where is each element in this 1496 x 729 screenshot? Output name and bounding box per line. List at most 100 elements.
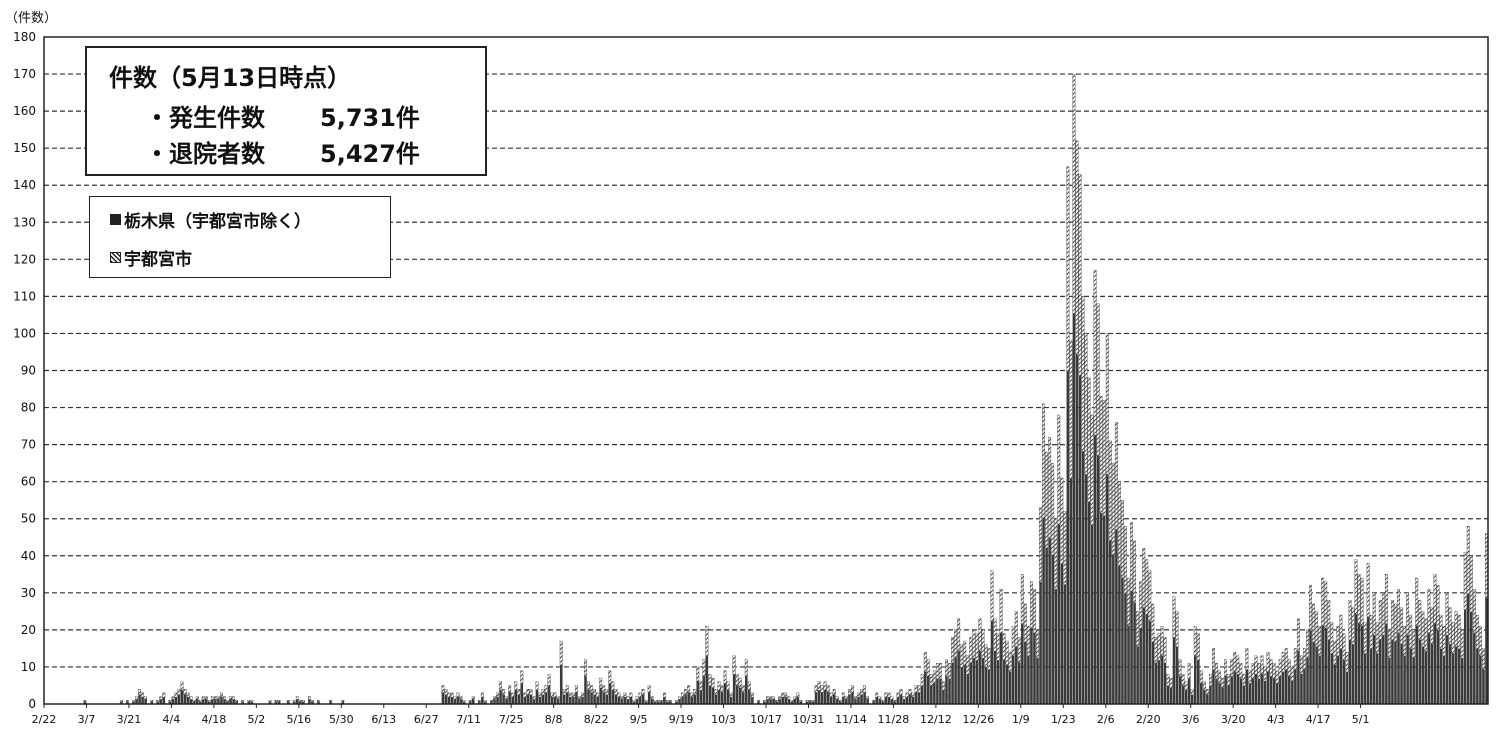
bar	[1254, 655, 1258, 704]
bar	[517, 689, 521, 704]
bar-segment-tochigi	[923, 671, 927, 704]
bar-segment-tochigi	[1260, 674, 1264, 704]
bar-segment-utsunomiya	[844, 696, 848, 700]
bar	[141, 692, 145, 704]
bar	[638, 692, 642, 704]
bar-segment-tochigi	[1263, 681, 1267, 704]
bar	[805, 700, 809, 704]
bar	[1384, 574, 1388, 704]
bar-segment-utsunomiya	[902, 696, 906, 700]
bar	[1057, 414, 1061, 704]
bar-segment-tochigi	[1212, 669, 1215, 704]
bar	[917, 685, 921, 704]
bar-segment-tochigi	[1309, 630, 1312, 704]
bar	[841, 692, 845, 704]
bar-segment-tochigi	[966, 674, 970, 704]
bar-segment-utsunomiya	[1127, 577, 1130, 627]
bar	[829, 692, 833, 704]
bar-segment-tochigi	[790, 701, 794, 704]
bar	[553, 692, 557, 704]
bar-segment-utsunomiya	[1339, 614, 1343, 650]
bar-segment-utsunomiya	[1212, 648, 1215, 670]
bar-segment-utsunomiya	[1439, 614, 1443, 650]
bar-segment-tochigi	[441, 692, 445, 704]
bar	[702, 659, 706, 704]
bar-segment-tochigi	[693, 694, 696, 704]
bar-segment-tochigi	[1178, 676, 1182, 704]
bar-segment-utsunomiya	[851, 685, 854, 693]
bar-segment-utsunomiya	[235, 700, 239, 702]
bar-segment-tochigi	[1021, 623, 1024, 704]
bar	[508, 685, 512, 704]
bar-segment-tochigi	[1248, 683, 1252, 704]
bar	[954, 629, 958, 704]
x-tick-label: 5/16	[286, 713, 311, 726]
bar-segment-utsunomiya	[450, 692, 454, 698]
bar-segment-tochigi	[535, 690, 539, 704]
x-tick-label: 10/17	[750, 713, 782, 726]
bar	[168, 700, 172, 704]
bar	[1275, 670, 1279, 704]
bar-segment-utsunomiya	[684, 689, 688, 695]
bar-segment-utsunomiya	[1287, 659, 1291, 677]
bar-segment-utsunomiya	[814, 685, 818, 693]
bar	[502, 689, 506, 704]
bar-segment-utsunomiya	[599, 677, 603, 689]
bar-segment-utsunomiya	[1193, 626, 1197, 656]
bar	[963, 640, 967, 704]
bar	[908, 689, 912, 704]
bar-segment-utsunomiya	[675, 700, 678, 702]
bar-segment-tochigi	[1036, 658, 1039, 704]
bar	[599, 677, 603, 704]
bar-segment-utsunomiya	[735, 674, 739, 686]
bar-segment-tochigi	[226, 701, 229, 704]
bar-segment-tochigi	[629, 697, 633, 704]
bar-segment-tochigi	[453, 699, 457, 704]
bar-segment-tochigi	[1139, 628, 1142, 704]
bar-segment-utsunomiya	[1463, 551, 1467, 610]
bar-segment-utsunomiya	[565, 685, 569, 693]
bar-segment-utsunomiya	[1427, 588, 1431, 633]
bar-segment-utsunomiya	[1202, 681, 1206, 691]
bar-segment-tochigi	[159, 699, 163, 704]
bar-segment-utsunomiya	[881, 700, 885, 702]
bar-segment-utsunomiya	[620, 696, 624, 700]
bar	[1309, 585, 1312, 704]
bar-segment-tochigi	[311, 701, 314, 704]
bar	[1290, 666, 1294, 704]
bar-segment-utsunomiya	[186, 692, 190, 698]
x-tick-label: 3/20	[1221, 713, 1246, 726]
bar-segment-tochigi	[1327, 639, 1331, 704]
bar-segment-tochigi	[887, 697, 891, 704]
bar-segment-tochigi	[996, 660, 1000, 704]
legend-swatch-hatched	[110, 252, 121, 263]
bar-segment-utsunomiya	[1327, 600, 1331, 640]
bar	[581, 692, 584, 704]
bar	[872, 700, 876, 704]
x-tick-label: 5/1	[1352, 713, 1370, 726]
bar	[1205, 689, 1209, 704]
bar-segment-utsunomiya	[638, 692, 642, 698]
bar-segment-utsunomiya	[1315, 611, 1319, 647]
bar-segment-utsunomiya	[796, 692, 800, 698]
bar-segment-tochigi	[741, 692, 745, 704]
bar	[1151, 603, 1155, 704]
bar-segment-utsunomiya	[1412, 629, 1416, 659]
bar-segment-utsunomiya	[1397, 588, 1400, 633]
bar-segment-tochigi	[292, 701, 296, 704]
bar-segment-utsunomiya	[966, 655, 970, 675]
bar-segment-utsunomiya	[587, 681, 590, 691]
bar-segment-tochigi	[814, 692, 818, 704]
bar-segment-utsunomiya	[1475, 614, 1479, 650]
bar-segment-tochigi	[1360, 625, 1364, 704]
bar-segment-tochigi	[1118, 566, 1121, 704]
bar-segment-utsunomiya	[1099, 396, 1103, 514]
y-tick-label: 0	[28, 697, 36, 711]
bar-segment-utsunomiya	[1199, 670, 1203, 684]
bar-segment-utsunomiya	[1321, 577, 1325, 627]
bar	[1087, 377, 1091, 704]
bar-segment-utsunomiya	[732, 655, 736, 675]
bar	[226, 700, 229, 704]
bar	[1351, 607, 1355, 704]
bar-segment-tochigi	[1324, 628, 1327, 704]
